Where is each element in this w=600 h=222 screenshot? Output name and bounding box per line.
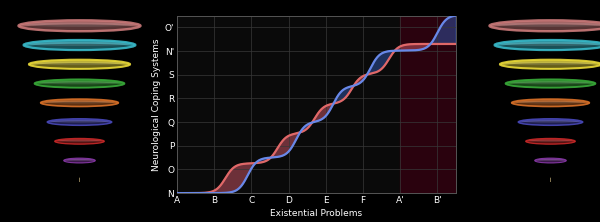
Ellipse shape — [43, 102, 116, 106]
Ellipse shape — [500, 60, 600, 69]
Ellipse shape — [508, 83, 593, 87]
Ellipse shape — [512, 99, 589, 107]
Ellipse shape — [505, 61, 596, 65]
Ellipse shape — [520, 121, 581, 125]
Ellipse shape — [514, 102, 587, 106]
Ellipse shape — [39, 81, 120, 84]
Ellipse shape — [490, 20, 600, 31]
Ellipse shape — [536, 159, 565, 161]
Ellipse shape — [502, 63, 599, 68]
Ellipse shape — [521, 120, 580, 123]
Y-axis label: Neurological Coping Systems: Neurological Coping Systems — [152, 38, 161, 170]
Ellipse shape — [47, 119, 112, 125]
Ellipse shape — [41, 99, 118, 107]
X-axis label: Existential Problems: Existential Problems — [271, 209, 362, 218]
Ellipse shape — [26, 44, 133, 49]
Ellipse shape — [23, 40, 136, 50]
Ellipse shape — [65, 160, 94, 163]
Ellipse shape — [527, 141, 574, 144]
Ellipse shape — [49, 121, 110, 125]
Ellipse shape — [29, 60, 130, 69]
Ellipse shape — [29, 42, 130, 46]
Ellipse shape — [518, 119, 583, 125]
Ellipse shape — [35, 79, 124, 88]
Ellipse shape — [536, 160, 565, 163]
Ellipse shape — [506, 79, 595, 88]
Ellipse shape — [64, 158, 95, 163]
Ellipse shape — [56, 141, 103, 144]
Ellipse shape — [25, 22, 134, 27]
Ellipse shape — [494, 40, 600, 50]
Bar — [400, 16, 456, 193]
Ellipse shape — [528, 140, 573, 142]
Ellipse shape — [65, 159, 94, 161]
Ellipse shape — [22, 24, 137, 30]
Ellipse shape — [34, 61, 125, 65]
Ellipse shape — [510, 81, 591, 84]
Ellipse shape — [493, 24, 600, 30]
Ellipse shape — [55, 139, 104, 144]
Ellipse shape — [37, 83, 122, 87]
Ellipse shape — [19, 20, 140, 31]
Ellipse shape — [515, 101, 586, 103]
Ellipse shape — [497, 44, 600, 49]
Ellipse shape — [57, 140, 102, 142]
Ellipse shape — [526, 139, 575, 144]
Ellipse shape — [496, 22, 600, 27]
Ellipse shape — [44, 101, 115, 103]
Ellipse shape — [31, 63, 128, 68]
Ellipse shape — [50, 120, 109, 123]
Ellipse shape — [500, 42, 600, 46]
Ellipse shape — [535, 158, 566, 163]
